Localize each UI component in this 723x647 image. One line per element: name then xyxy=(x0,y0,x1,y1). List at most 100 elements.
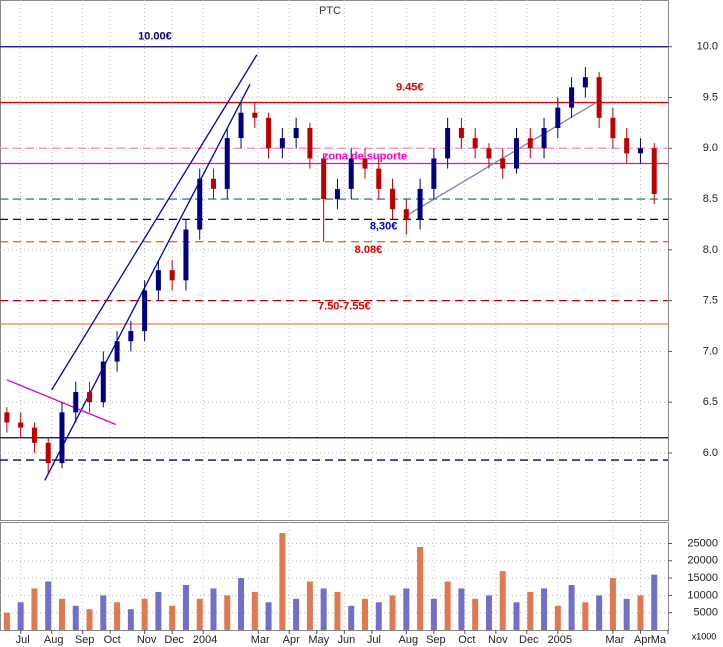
volume-bar xyxy=(127,609,134,630)
volume-bar xyxy=(348,605,355,630)
y-tick-label: 20000 xyxy=(687,555,718,567)
volume-bar xyxy=(389,595,396,630)
candle-body xyxy=(321,158,327,200)
x-tick-label: Mar xyxy=(251,634,270,646)
candle-body xyxy=(555,107,561,128)
volume-bar xyxy=(334,591,341,630)
x-tick-label: Dec xyxy=(164,634,184,646)
x-tick-label: Oct xyxy=(458,634,475,646)
candle-body xyxy=(527,138,533,149)
candle-body xyxy=(307,127,313,159)
chart-title: PTC xyxy=(319,5,341,17)
candle-body xyxy=(183,229,189,281)
candle-body xyxy=(73,392,79,413)
candle-body xyxy=(293,127,299,139)
volume-bar xyxy=(458,588,465,630)
annotation: zona de suporte xyxy=(323,150,407,162)
x-tick-label: 2005 xyxy=(548,634,572,646)
volume-bar xyxy=(3,612,10,630)
annotation: 10.00€ xyxy=(138,30,172,42)
volume-bar xyxy=(485,595,492,630)
volume-bar xyxy=(609,578,616,630)
x-tick-label: Jul xyxy=(367,634,381,646)
candle-body xyxy=(417,188,423,220)
candle-body xyxy=(4,412,10,423)
volume-bar xyxy=(72,605,79,630)
x-tick-label: Dec xyxy=(519,634,539,646)
candle-body xyxy=(197,178,203,230)
volume-bar xyxy=(582,602,589,630)
x-tick-label: Nov xyxy=(137,634,157,646)
candle-body xyxy=(142,290,148,332)
y-tick-label: 9.0 xyxy=(703,142,718,154)
x-tick-label: Jul xyxy=(16,634,30,646)
x-tick-label: Jun xyxy=(337,634,355,646)
candle-body xyxy=(376,168,382,189)
candle-body xyxy=(224,138,230,189)
candle-body xyxy=(458,127,464,139)
y-tick-label: 8.0 xyxy=(703,244,718,256)
y-tick-label: 9.5 xyxy=(703,91,718,103)
x-tick-label: Oct xyxy=(104,634,121,646)
candle-body xyxy=(266,117,272,149)
volume-bar xyxy=(430,598,437,630)
volume-bar xyxy=(196,598,203,630)
candle-body xyxy=(651,148,657,194)
volume-bar xyxy=(58,598,65,630)
candle-body xyxy=(362,158,368,169)
candle-body xyxy=(279,138,285,149)
volume-bar xyxy=(527,591,534,630)
volume-bar xyxy=(169,605,176,630)
candle-body xyxy=(169,270,175,281)
y-tick-label: 10.0 xyxy=(697,41,718,53)
volume-bar xyxy=(554,605,561,630)
candle-body xyxy=(334,188,340,200)
volume-bar xyxy=(86,609,93,630)
y-tick-label: 25000 xyxy=(687,537,718,549)
candle-body xyxy=(87,392,93,403)
price-panel xyxy=(0,0,669,521)
candle-body xyxy=(596,77,602,118)
candle-body xyxy=(31,427,37,443)
volume-bar xyxy=(100,595,107,630)
candle-body xyxy=(624,138,630,154)
volume-bar xyxy=(265,602,272,630)
volume-unit: x1000 xyxy=(692,631,717,641)
volume-bar xyxy=(114,602,121,630)
y-tick-label: 6.5 xyxy=(703,396,718,408)
candle-body xyxy=(348,158,354,189)
x-tick-label: Sep xyxy=(426,634,446,646)
candle-body xyxy=(513,138,519,169)
candle-body xyxy=(114,341,120,362)
candle-body xyxy=(403,209,409,220)
volume-bar xyxy=(251,591,258,630)
candle-body xyxy=(252,112,258,118)
candle-body xyxy=(128,331,134,342)
volume-bar xyxy=(293,598,300,630)
volume-bar xyxy=(224,595,231,630)
candle-body xyxy=(486,148,492,159)
y-tick-label: 5000 xyxy=(694,607,718,619)
candle-body xyxy=(45,442,51,464)
candle-body xyxy=(155,270,161,291)
annotation: 7.50-7.55€ xyxy=(318,301,371,313)
volume-bar xyxy=(623,598,630,630)
volume-bar xyxy=(472,598,479,630)
candle-body xyxy=(541,127,547,149)
volume-bar xyxy=(279,533,286,630)
volume-bar xyxy=(320,588,327,630)
y-tick-label: 7.0 xyxy=(703,345,718,357)
trend-line xyxy=(44,83,251,481)
x-tick-label: Apr xyxy=(634,634,651,646)
candle-body xyxy=(390,188,396,210)
candle-body xyxy=(18,422,24,428)
candle-body xyxy=(637,148,643,154)
candle-body xyxy=(472,138,478,149)
volume-bar xyxy=(238,578,245,630)
volume-bar xyxy=(17,602,24,630)
candle-body xyxy=(610,117,616,139)
volume-bar xyxy=(155,591,162,630)
volume-bar xyxy=(182,585,189,630)
y-tick-label: 10000 xyxy=(687,589,718,601)
